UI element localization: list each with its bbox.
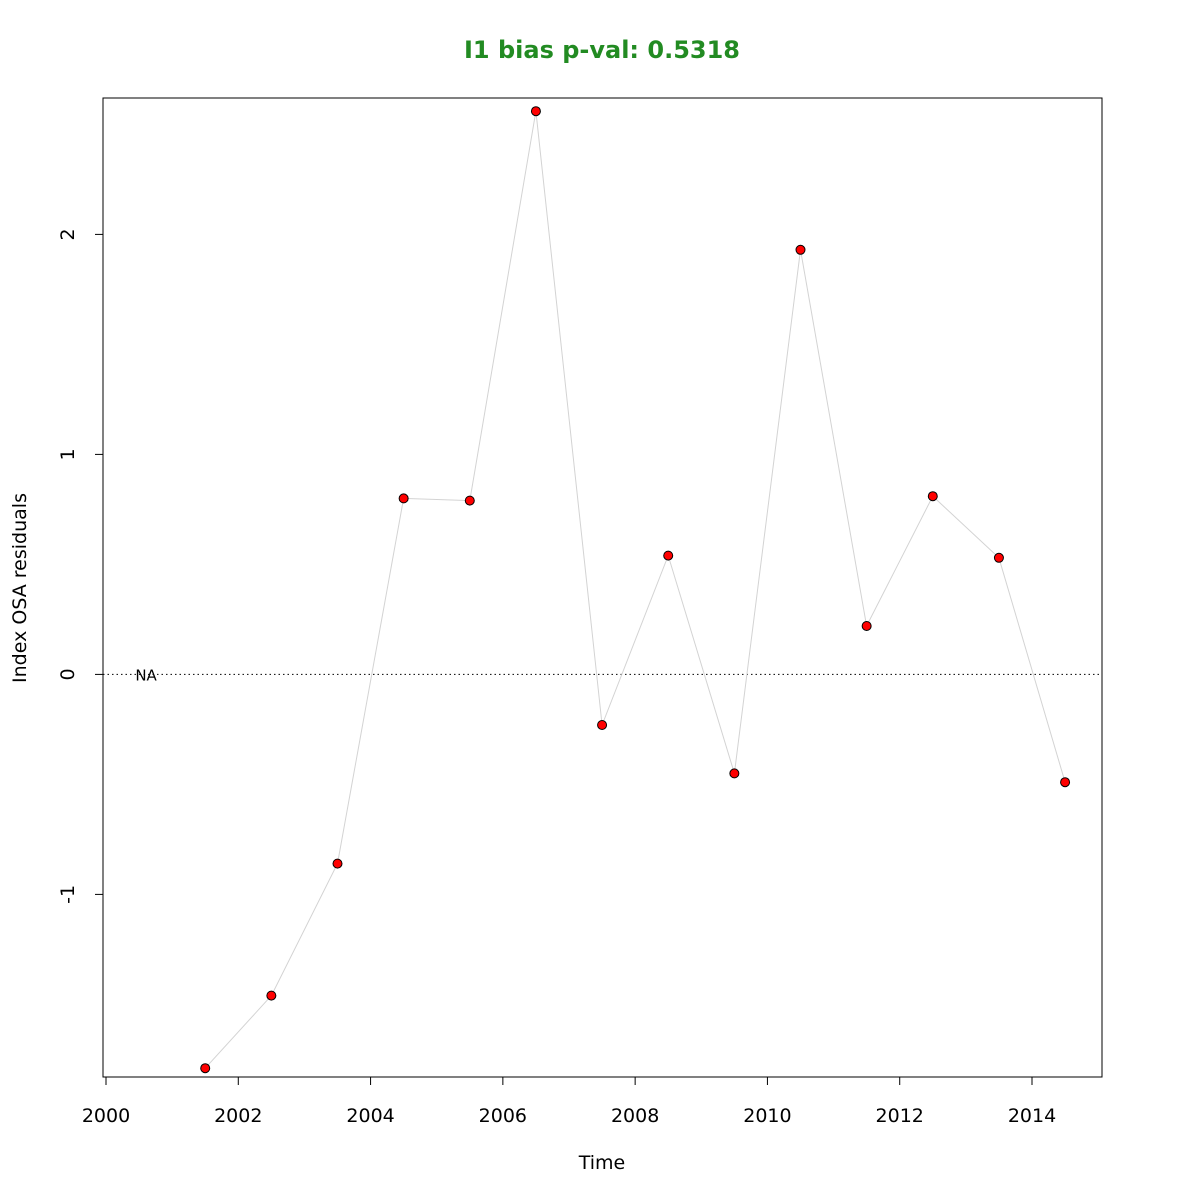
data-point <box>1060 777 1071 788</box>
plot-frame <box>102 97 1103 1078</box>
data-point <box>927 491 938 502</box>
x-axis-label: Time <box>578 1152 626 1174</box>
y-tick-label: 2 <box>57 228 79 240</box>
series-connector-line <box>204 111 1066 1069</box>
y-tick-label: 1 <box>57 448 79 460</box>
data-point <box>729 768 740 779</box>
y-axis: -1 0 1 2 <box>57 228 103 904</box>
x-axis: 2000 2002 2004 2006 2008 2010 2012 2014 <box>82 1076 1056 1127</box>
data-point <box>663 550 674 561</box>
data-point <box>332 858 343 869</box>
data-points <box>200 106 1071 1074</box>
data-point <box>398 493 409 504</box>
x-tick-label: 2014 <box>1008 1105 1056 1127</box>
x-tick-label: 2002 <box>214 1105 262 1127</box>
data-point <box>993 552 1004 563</box>
y-tick-label: -1 <box>57 885 79 904</box>
data-point <box>861 621 872 631</box>
data-point <box>200 1063 211 1074</box>
data-point <box>266 990 277 1001</box>
y-tick-label: 0 <box>57 668 79 680</box>
data-point <box>530 106 541 117</box>
data-point <box>464 495 475 506</box>
x-tick-label: 2008 <box>611 1105 659 1127</box>
chart-title: I1 bias p-val: 0.5318 <box>464 36 740 64</box>
x-tick-label: 2010 <box>743 1105 791 1127</box>
x-tick-label: 2000 <box>82 1105 130 1127</box>
x-tick-label: 2004 <box>346 1105 394 1127</box>
plot-area: NA <box>102 97 1103 1078</box>
data-point <box>795 244 806 255</box>
y-axis-label: Index OSA residuals <box>9 493 31 683</box>
x-tick-label: 2006 <box>479 1105 527 1127</box>
data-point <box>597 720 608 730</box>
x-tick-label: 2012 <box>876 1105 924 1127</box>
na-annotation: NA <box>135 666 157 684</box>
